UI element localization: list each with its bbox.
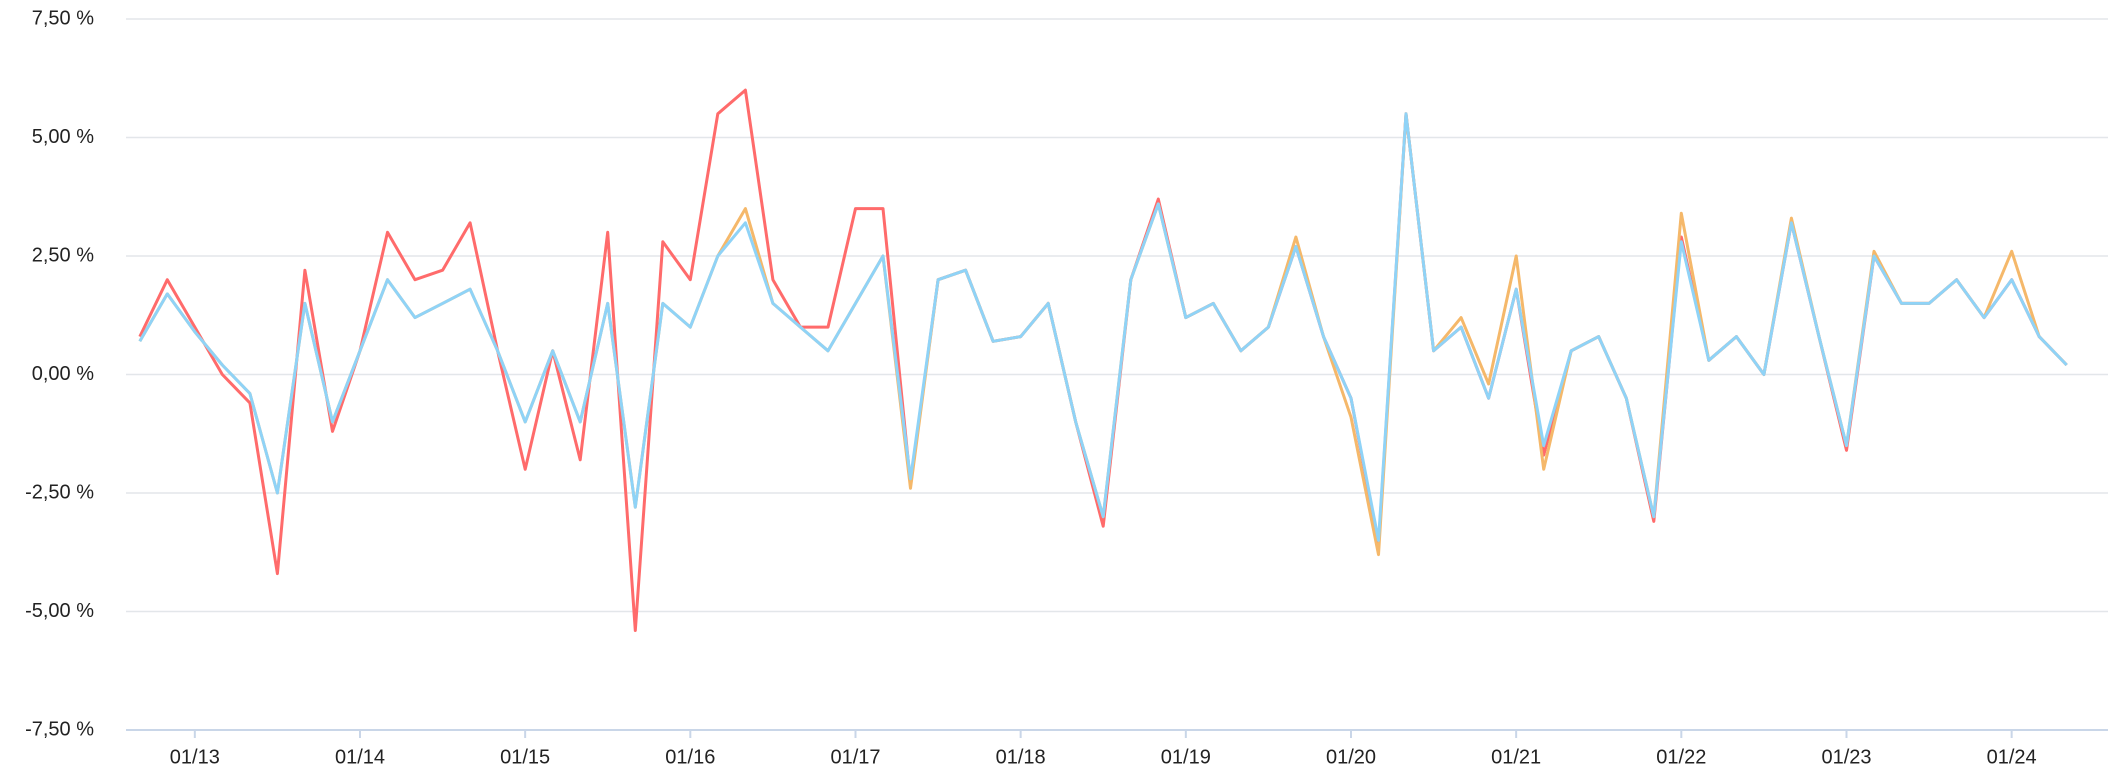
x-tick-label: 01/22 — [1656, 746, 1706, 768]
series-line — [138, 112, 2068, 542]
series-line — [138, 112, 2068, 557]
y-tick-label: 2,50 % — [32, 244, 94, 266]
y-tick-label: 0,00 % — [32, 363, 94, 385]
x-tick-label: 01/13 — [170, 746, 220, 768]
y-tick-label: -5,00 % — [25, 600, 94, 622]
x-tick-label: 01/18 — [996, 746, 1046, 768]
x-tick-label: 01/15 — [500, 746, 550, 768]
x-tick-label: 01/16 — [665, 746, 715, 768]
x-tick-label: 01/21 — [1491, 746, 1541, 768]
x-tick-label: 01/19 — [1161, 746, 1211, 768]
x-tick-label: 01/24 — [1987, 746, 2037, 768]
series-line — [138, 88, 2068, 632]
x-tick-label: 01/17 — [830, 746, 880, 768]
y-tick-label: 7,50 % — [32, 7, 94, 29]
y-tick-label: 5,00 % — [32, 126, 94, 148]
y-tick-label: -2,50 % — [25, 481, 94, 503]
y-tick-label: -7,50 % — [25, 718, 94, 740]
x-tick-label: 01/14 — [335, 746, 385, 768]
x-tick-label: 01/23 — [1821, 746, 1871, 768]
x-tick-label: 01/20 — [1326, 746, 1376, 768]
